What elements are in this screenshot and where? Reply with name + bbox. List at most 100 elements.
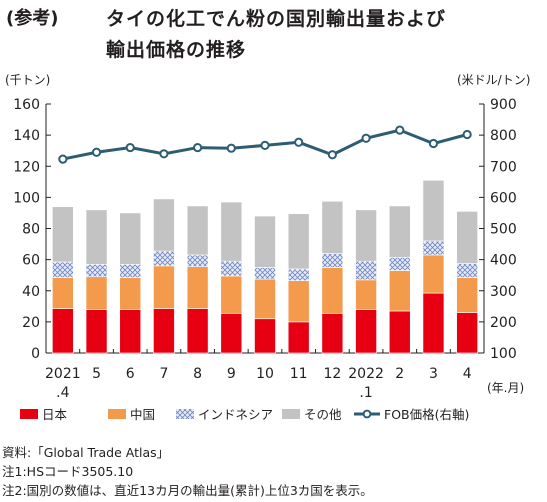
legend-swatch-fob-marker: [362, 409, 372, 419]
title-line-1: タイの化工でん粉の国別輸出量および: [106, 8, 447, 30]
x-tick-label: 3: [429, 366, 438, 382]
bar-segment-その他: [85, 209, 108, 265]
bar-segment-その他: [287, 213, 310, 270]
fob-price-marker: [91, 147, 102, 157]
left-tick-label: 100: [13, 190, 40, 206]
bar-segment-中国: [287, 280, 310, 323]
fob-price-marker: [395, 125, 405, 135]
bar-segment-日本: [388, 310, 411, 354]
bar-segment-その他: [186, 205, 209, 256]
bar-segment-中国: [388, 270, 411, 312]
x-tick-label: 2021: [45, 366, 81, 382]
legend-swatch-中国: [108, 409, 126, 419]
title-prefix: (参考): [6, 8, 59, 29]
legend-swatch-インドネシア: [176, 409, 194, 419]
fob-price-marker: [361, 133, 371, 143]
left-tick-label: 0: [31, 346, 40, 362]
bar-segment-中国: [186, 266, 209, 309]
bar-segment-その他: [220, 201, 243, 262]
legend-label-その他: その他: [304, 407, 342, 422]
note-2: 注2:国別の数値は、直近13カ月の輸出量(累計)上位3カ国を表示。: [2, 483, 373, 498]
bar-segment-日本: [220, 313, 243, 354]
x-tick-label: 7: [159, 366, 168, 382]
x-tick-label: 10: [256, 366, 274, 382]
bar-segment-日本: [85, 309, 108, 354]
bar-segment-その他: [254, 215, 276, 268]
bar-segment-日本: [456, 312, 478, 354]
bar-segment-インドネシア: [388, 256, 411, 271]
legend-swatch-日本: [20, 409, 38, 419]
bar-segment-日本: [355, 309, 377, 354]
right-tick-label: 500: [490, 222, 517, 238]
fob-price-marker: [294, 137, 304, 147]
fob-price-marker: [226, 143, 236, 153]
x-tick-label: 12: [323, 366, 341, 382]
left-tick-label: 140: [13, 128, 40, 144]
notes: 資料:「Global Trade Atlas」 注1:HSコード3505.10 …: [2, 443, 373, 500]
bar-segment-その他: [321, 200, 344, 254]
title-line-2: 輸出価格の推移: [106, 39, 247, 61]
right-tick-label: 300: [490, 284, 517, 300]
x-tick-label: 6: [126, 366, 135, 382]
fob-price-marker: [327, 150, 337, 160]
bar-segment-インドネシア: [186, 254, 209, 267]
bar-segment-中国: [321, 267, 344, 314]
fob-price-marker: [125, 142, 135, 153]
bar-segment-その他: [422, 179, 445, 242]
left-tick-label: 160: [13, 97, 40, 113]
bar-segment-インドネシア: [456, 263, 478, 278]
bar-segment-中国: [153, 265, 175, 309]
bar-segment-日本: [422, 292, 445, 354]
right-tick-label: 700: [490, 159, 517, 175]
bar-segment-その他: [52, 206, 74, 263]
bar-segment-中国: [422, 254, 445, 294]
fob-price-marker: [462, 129, 472, 140]
bar-segment-日本: [153, 308, 175, 354]
bar-segment-その他: [153, 198, 175, 252]
bar-segment-中国: [119, 277, 142, 310]
left-tick-label: 60: [22, 253, 40, 269]
bar-segment-インドネシア: [355, 260, 377, 281]
right-tick-label: 100: [490, 346, 517, 362]
x-tick-label: 9: [227, 366, 236, 382]
bar-segment-日本: [52, 308, 74, 354]
x-tick-label: .1: [359, 385, 372, 401]
left-tick-label: 120: [13, 159, 40, 175]
bar-segment-インドネシア: [153, 250, 175, 267]
x-tick-label: 2: [395, 366, 404, 382]
bar-segment-インドネシア: [287, 268, 310, 281]
right-tick-label: 200: [490, 315, 517, 331]
x-axis-unit: (年.月): [487, 381, 524, 395]
left-tick-label: 80: [22, 222, 40, 238]
fob-price-marker: [193, 142, 203, 153]
bar-segment-その他: [456, 211, 478, 264]
bar-segment-日本: [119, 309, 142, 354]
bar-segment-インドネシア: [85, 263, 108, 278]
right-axis-unit: (米ドル/トン): [457, 73, 530, 87]
right-tick-label: 600: [490, 190, 517, 206]
bar-segment-日本: [186, 308, 209, 354]
legend-label-中国: 中国: [130, 407, 155, 422]
fob-price-marker: [58, 154, 68, 164]
x-tick-label: 5: [92, 366, 101, 382]
left-tick-label: 20: [22, 315, 40, 331]
right-tick-label: 400: [490, 253, 517, 269]
left-tick-label: 40: [22, 284, 40, 300]
legend-label-日本: 日本: [42, 407, 68, 422]
bar-segment-その他: [119, 212, 142, 265]
legend-swatch-その他: [282, 409, 300, 419]
bar-segment-中国: [85, 276, 108, 310]
bar-segment-インドネシア: [119, 263, 142, 278]
x-tick-label: .4: [56, 385, 69, 401]
bar-segment-インドネシア: [220, 260, 243, 277]
fob-price-marker: [159, 149, 169, 159]
bar-segment-インドネシア: [254, 267, 276, 280]
bar-segment-インドネシア: [422, 240, 445, 256]
bar-segment-その他: [355, 209, 377, 262]
note-source: 資料:「Global Trade Atlas」: [2, 445, 170, 460]
bar-segment-中国: [52, 277, 74, 309]
legend-label-インドネシア: インドネシア: [198, 407, 273, 422]
x-tick-label: 2022: [348, 366, 384, 382]
bar-segment-日本: [287, 321, 310, 354]
bar-segment-インドネシア: [321, 253, 344, 268]
